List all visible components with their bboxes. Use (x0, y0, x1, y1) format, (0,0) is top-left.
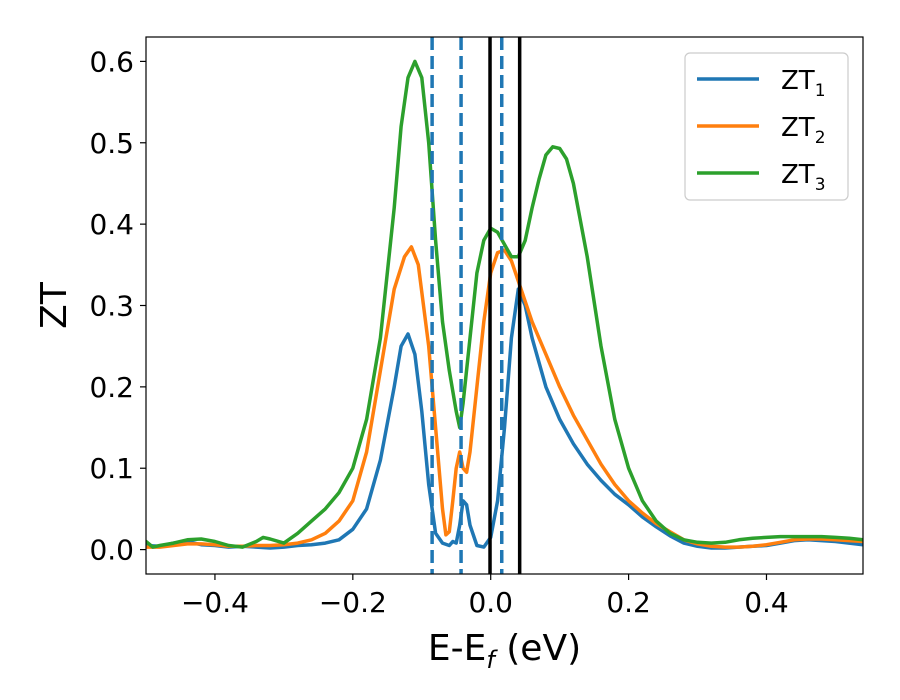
x-tick-label: −0.4 (181, 586, 249, 619)
legend-label-zt3: ZT3 (781, 160, 826, 195)
y-tick-label: 0.1 (89, 452, 134, 485)
y-tick-label: 0.0 (89, 534, 134, 567)
series-lines (146, 59, 863, 550)
x-tick-label: 0.4 (744, 586, 789, 619)
series-line-zt3 (146, 59, 863, 549)
legend-label-zt2: ZT2 (781, 113, 826, 148)
legend-label-zt1: ZT1 (781, 66, 826, 101)
plot-content (146, 37, 863, 574)
x-axis-title-main: E-E (428, 628, 486, 669)
x-axis-title-unit: (eV) (495, 628, 581, 669)
y-tick-label: 0.4 (89, 208, 134, 241)
x-axis-title: E-Ef (eV) (428, 628, 581, 674)
y-axis-title: ZT (34, 281, 75, 329)
x-tick-label: −0.2 (319, 586, 387, 619)
reference-lines (430, 37, 522, 574)
y-axis: 0.0 0.1 0.2 0.3 0.4 0.5 0.6 (89, 45, 146, 567)
legend-box (684, 52, 849, 201)
y-tick-label: 0.5 (89, 127, 134, 160)
x-tick-label: 0.2 (606, 586, 651, 619)
series-line-zt2 (146, 245, 863, 549)
y-tick-label: 0.6 (89, 45, 134, 78)
y-tick-label: 0.2 (89, 371, 134, 404)
legend: ZT1 ZT2 ZT3 (684, 52, 849, 201)
y-tick-label: 0.3 (89, 290, 134, 323)
series-line-zt1 (146, 287, 863, 550)
x-tick-label: 0.0 (468, 586, 513, 619)
x-axis: −0.4 −0.2 0.0 0.2 0.4 (181, 574, 789, 619)
